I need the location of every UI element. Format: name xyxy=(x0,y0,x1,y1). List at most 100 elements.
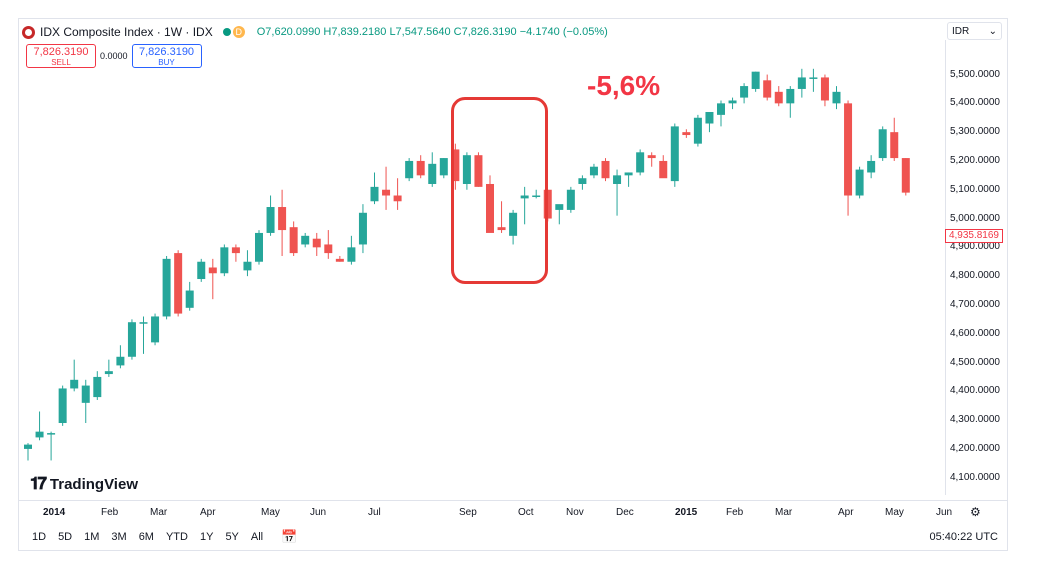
candlestick-plot[interactable] xyxy=(19,40,944,495)
candle[interactable] xyxy=(786,86,795,118)
candle[interactable] xyxy=(717,100,725,127)
candle[interactable] xyxy=(809,68,818,92)
candle[interactable] xyxy=(266,195,275,236)
candle[interactable] xyxy=(578,175,587,190)
candle[interactable] xyxy=(624,172,633,187)
range-button[interactable]: 6M xyxy=(138,531,154,543)
candle[interactable] xyxy=(589,163,598,179)
candle[interactable] xyxy=(462,152,471,190)
candle[interactable] xyxy=(405,158,414,182)
symbol-title[interactable]: IDX Composite Index · 1W · IDX xyxy=(40,25,213,39)
candle[interactable] xyxy=(774,86,783,107)
chart-area[interactable] xyxy=(18,18,1008,551)
range-button[interactable]: 5D xyxy=(58,531,73,543)
calendar-icon[interactable]: 📅 xyxy=(281,529,298,544)
candle[interactable] xyxy=(358,204,367,254)
candle[interactable] xyxy=(312,232,321,256)
candle[interactable] xyxy=(613,169,622,216)
candle[interactable] xyxy=(81,379,90,424)
candle[interactable] xyxy=(324,230,333,259)
candle[interactable] xyxy=(104,359,113,377)
highlight-rectangle[interactable] xyxy=(451,97,548,284)
candle[interactable] xyxy=(901,158,910,196)
candle[interactable] xyxy=(185,281,194,311)
candle[interactable] xyxy=(347,235,356,265)
candle[interactable] xyxy=(844,100,853,216)
candle[interactable] xyxy=(520,186,529,225)
candle[interactable] xyxy=(751,71,760,92)
candle[interactable] xyxy=(93,371,102,400)
candle[interactable] xyxy=(601,158,610,182)
candle[interactable] xyxy=(705,111,714,133)
candle[interactable] xyxy=(728,97,737,110)
candle[interactable] xyxy=(555,204,564,225)
candle[interactable] xyxy=(393,178,402,210)
candle[interactable] xyxy=(740,83,749,104)
candle[interactable] xyxy=(174,250,183,317)
candle[interactable] xyxy=(231,244,240,262)
sell-button[interactable]: 7,826.3190 SELL xyxy=(26,44,96,68)
range-button[interactable]: 3M xyxy=(111,531,127,543)
candle[interactable] xyxy=(486,175,494,233)
range-button[interactable]: 1M xyxy=(84,531,100,543)
currency-selector[interactable]: IDR ⌄ xyxy=(947,22,1002,40)
candle[interactable] xyxy=(335,255,344,262)
candle[interactable] xyxy=(127,319,136,360)
candle[interactable] xyxy=(255,230,263,265)
time-axis[interactable]: 2014 Feb Mar Apr May Jun Jul Sep Oct Nov Dec 2015 Fe… xyxy=(18,500,1008,523)
candle[interactable] xyxy=(139,316,148,354)
candle[interactable] xyxy=(162,255,171,320)
candle[interactable] xyxy=(832,86,841,110)
candle[interactable] xyxy=(890,117,899,161)
candle[interactable] xyxy=(416,155,425,179)
clock[interactable]: 05:40:22 UTC xyxy=(929,531,998,543)
delayed-badge[interactable]: D xyxy=(232,26,245,38)
range-button[interactable]: 1Y xyxy=(199,531,214,543)
candle[interactable] xyxy=(289,221,298,256)
candle[interactable] xyxy=(58,385,67,426)
candle[interactable] xyxy=(855,166,864,199)
candle[interactable] xyxy=(197,258,206,282)
candle[interactable] xyxy=(278,189,287,256)
candle[interactable] xyxy=(439,158,448,179)
range-button[interactable]: All xyxy=(250,531,264,543)
candle[interactable] xyxy=(428,152,437,187)
candle[interactable] xyxy=(116,345,125,369)
candle[interactable] xyxy=(682,129,691,138)
candle[interactable] xyxy=(243,250,252,277)
candle[interactable] xyxy=(566,186,575,213)
candle[interactable] xyxy=(659,155,668,179)
candle[interactable] xyxy=(451,143,460,190)
candle[interactable] xyxy=(35,411,44,441)
percentage-annotation[interactable]: -5,6% xyxy=(587,70,661,101)
candle[interactable] xyxy=(532,189,541,199)
candle[interactable] xyxy=(670,123,679,187)
tradingview-logo[interactable]: 𝟏𝟕 TradingView xyxy=(30,474,138,494)
candle[interactable] xyxy=(70,359,79,392)
price-axis[interactable]: 5,500.0000 5,400.0000 5,300.0000 5,200.0000… xyxy=(945,40,1004,495)
candle[interactable] xyxy=(878,126,887,161)
candle[interactable] xyxy=(867,155,876,179)
candle[interactable] xyxy=(693,114,702,147)
candle[interactable] xyxy=(509,209,518,245)
candle[interactable] xyxy=(474,152,483,187)
range-button[interactable]: 5Y xyxy=(225,531,239,543)
gear-icon[interactable]: ⚙ xyxy=(970,505,981,519)
range-button[interactable]: YTD xyxy=(165,531,188,543)
candle[interactable] xyxy=(763,74,772,101)
buy-button[interactable]: 7,826.3190 BUY xyxy=(131,44,202,68)
candle[interactable] xyxy=(370,172,379,205)
candle[interactable] xyxy=(301,232,310,248)
candle[interactable] xyxy=(647,152,656,167)
candle[interactable] xyxy=(636,149,645,176)
candle[interactable] xyxy=(24,443,32,461)
candle[interactable] xyxy=(797,68,806,98)
candle[interactable] xyxy=(151,313,160,346)
candle[interactable] xyxy=(382,166,391,210)
candle[interactable] xyxy=(208,258,217,300)
candle[interactable] xyxy=(220,244,229,277)
candle[interactable] xyxy=(497,201,506,233)
candle[interactable] xyxy=(820,74,829,107)
range-button[interactable]: 1D xyxy=(32,531,47,543)
candle[interactable] xyxy=(47,431,56,461)
